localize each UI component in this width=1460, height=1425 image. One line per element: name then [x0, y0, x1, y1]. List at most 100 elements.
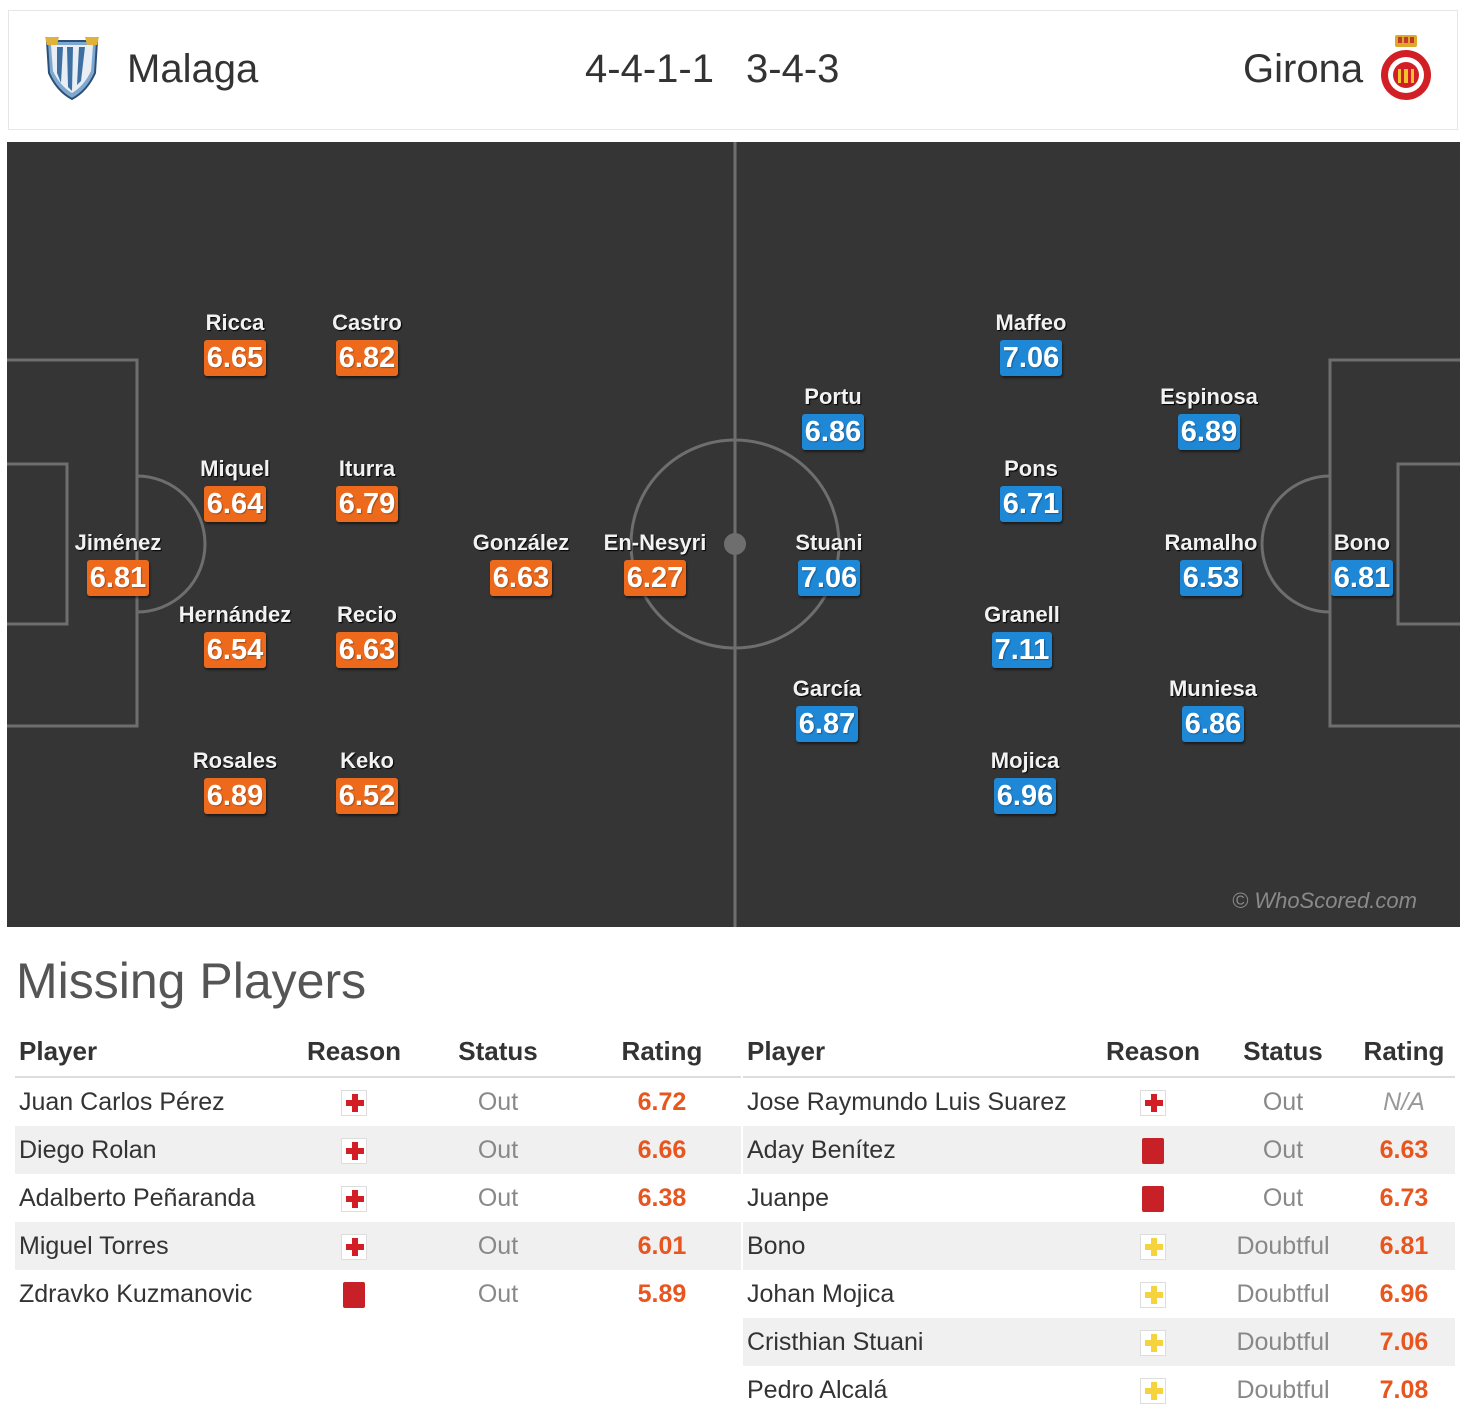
rating-value: 7.08 — [1353, 1366, 1455, 1414]
girona-crest-icon[interactable] — [1371, 33, 1441, 103]
player-rating: 6.79 — [335, 486, 399, 522]
player-link[interactable]: Johan Mojica — [743, 1270, 1093, 1318]
away-missing-table: Player Reason Status Rating Jose Raymund… — [743, 1026, 1455, 1414]
injury-icon[interactable] — [1140, 1089, 1166, 1116]
malaga-crest-icon[interactable] — [37, 33, 107, 103]
home-player-keko[interactable]: Keko 6.52 — [307, 748, 427, 814]
red-card-icon[interactable] — [1142, 1185, 1164, 1212]
doubtful-icon[interactable] — [1140, 1233, 1166, 1260]
injury-icon[interactable] — [341, 1089, 367, 1116]
column-header-rating[interactable]: Rating — [583, 1026, 741, 1078]
status-text: Doubtful — [1213, 1366, 1353, 1414]
status-text: Out — [1213, 1126, 1353, 1174]
player-name: Iturra — [338, 456, 396, 481]
player-rating: 6.27 — [623, 560, 687, 596]
player-rating: 6.81 — [1330, 560, 1394, 596]
player-link[interactable]: Adalberto Peñaranda — [15, 1174, 295, 1222]
away-player-mojica[interactable]: Mojica 6.96 — [965, 748, 1085, 814]
table-header-row: Player Reason Status Rating — [743, 1026, 1455, 1078]
home-formation: 4-4-1-1 — [585, 47, 714, 91]
player-name: Granell — [984, 602, 1060, 627]
pitch-lines — [7, 142, 1460, 927]
player-link[interactable]: Cristhian Stuani — [743, 1318, 1093, 1366]
rating-value: 6.73 — [1353, 1174, 1455, 1222]
table-row: Juanpe Out 6.73 — [743, 1174, 1455, 1222]
rating-value: 6.72 — [583, 1077, 741, 1126]
player-link[interactable]: Jose Raymundo Luis Suarez — [743, 1077, 1093, 1126]
player-link[interactable]: Miguel Torres — [15, 1222, 295, 1270]
away-player-espinosa[interactable]: Espinosa 6.89 — [1149, 384, 1269, 450]
away-player-stuani[interactable]: Stuani 7.06 — [769, 530, 889, 596]
column-header-reason[interactable]: Reason — [295, 1026, 413, 1078]
player-link[interactable]: Aday Benítez — [743, 1126, 1093, 1174]
column-header-status[interactable]: Status — [1213, 1026, 1353, 1078]
home-player-hernandez[interactable]: Hernández 6.54 — [175, 602, 295, 668]
away-player-pons[interactable]: Pons 6.71 — [971, 456, 1091, 522]
home-player-rosales[interactable]: Rosales 6.89 — [175, 748, 295, 814]
status-text: Out — [413, 1270, 583, 1318]
away-player-maffeo[interactable]: Maffeo 7.06 — [971, 310, 1091, 376]
away-team-name[interactable]: Girona — [1243, 47, 1364, 91]
player-rating: 6.89 — [203, 778, 267, 814]
away-player-portu[interactable]: Portu 6.86 — [773, 384, 893, 450]
player-name: Rosales — [192, 748, 278, 773]
home-player-en-nesyri[interactable]: En-Nesyri 6.27 — [595, 530, 715, 596]
player-link[interactable]: Pedro Alcalá — [743, 1366, 1093, 1414]
match-header: Malaga 4-4-1-1 3-4-3 Girona — [8, 10, 1458, 130]
player-link[interactable]: Juan Carlos Pérez — [15, 1077, 295, 1126]
player-link[interactable]: Bono — [743, 1222, 1093, 1270]
injury-icon[interactable] — [341, 1137, 367, 1164]
column-header-player[interactable]: Player — [15, 1026, 295, 1078]
player-rating: 6.87 — [795, 706, 859, 742]
doubtful-icon[interactable] — [1140, 1281, 1166, 1308]
away-player-bono[interactable]: Bono 6.81 — [1302, 530, 1422, 596]
player-rating: 7.06 — [999, 340, 1063, 376]
player-name: Miquel — [200, 456, 270, 481]
injury-icon[interactable] — [341, 1185, 367, 1212]
table-row: Juan Carlos Pérez Out 6.72 — [15, 1077, 741, 1126]
rating-value: 6.63 — [1353, 1126, 1455, 1174]
home-team-name[interactable]: Malaga — [127, 47, 259, 91]
home-player-recio[interactable]: Recio 6.63 — [307, 602, 427, 668]
column-header-rating[interactable]: Rating — [1353, 1026, 1455, 1078]
doubtful-icon[interactable] — [1140, 1377, 1166, 1404]
away-player-granell[interactable]: Granell 7.11 — [962, 602, 1082, 668]
player-rating: 6.86 — [1181, 706, 1245, 742]
home-player-miquel[interactable]: Miquel 6.64 — [175, 456, 295, 522]
status-text: Doubtful — [1213, 1318, 1353, 1366]
player-name: Ricca — [205, 310, 265, 335]
away-player-muniesa[interactable]: Muniesa 6.86 — [1153, 676, 1273, 742]
column-header-reason[interactable]: Reason — [1093, 1026, 1213, 1078]
home-player-gonzalez[interactable]: González 6.63 — [461, 530, 581, 596]
rating-value: 6.66 — [583, 1126, 741, 1174]
injury-icon[interactable] — [341, 1233, 367, 1260]
missing-players-title: Missing Players — [16, 953, 367, 1009]
home-player-iturra[interactable]: Iturra 6.79 — [307, 456, 427, 522]
home-player-jimenez[interactable]: Jiménez 6.81 — [58, 530, 178, 596]
player-name: Castro — [332, 310, 402, 335]
doubtful-icon[interactable] — [1140, 1329, 1166, 1356]
away-player-garcia[interactable]: García 6.87 — [767, 676, 887, 742]
rating-value: 7.06 — [1353, 1318, 1455, 1366]
whoscored-watermark: © WhoScored.com — [1232, 888, 1417, 913]
player-name: Recio — [337, 602, 397, 627]
player-rating: 6.71 — [999, 486, 1063, 522]
home-player-castro[interactable]: Castro 6.82 — [307, 310, 427, 376]
status-text: Out — [413, 1222, 583, 1270]
player-name: González — [472, 530, 570, 555]
table-row: Bono Doubtful 6.81 — [743, 1222, 1455, 1270]
rating-value: 6.01 — [583, 1222, 741, 1270]
column-header-status[interactable]: Status — [413, 1026, 583, 1078]
rating-value: 6.38 — [583, 1174, 741, 1222]
player-link[interactable]: Zdravko Kuzmanovic — [15, 1270, 295, 1318]
home-player-ricca[interactable]: Ricca 6.65 — [175, 310, 295, 376]
red-card-icon[interactable] — [343, 1281, 365, 1308]
table-row: Aday Benítez Out 6.63 — [743, 1126, 1455, 1174]
column-header-player[interactable]: Player — [743, 1026, 1093, 1078]
player-rating: 6.81 — [86, 560, 150, 596]
player-link[interactable]: Juanpe — [743, 1174, 1093, 1222]
player-link[interactable]: Diego Rolan — [15, 1126, 295, 1174]
table-row: Jose Raymundo Luis Suarez Out N/A — [743, 1077, 1455, 1126]
red-card-icon[interactable] — [1142, 1137, 1164, 1164]
away-player-ramalho[interactable]: Ramalho 6.53 — [1151, 530, 1271, 596]
